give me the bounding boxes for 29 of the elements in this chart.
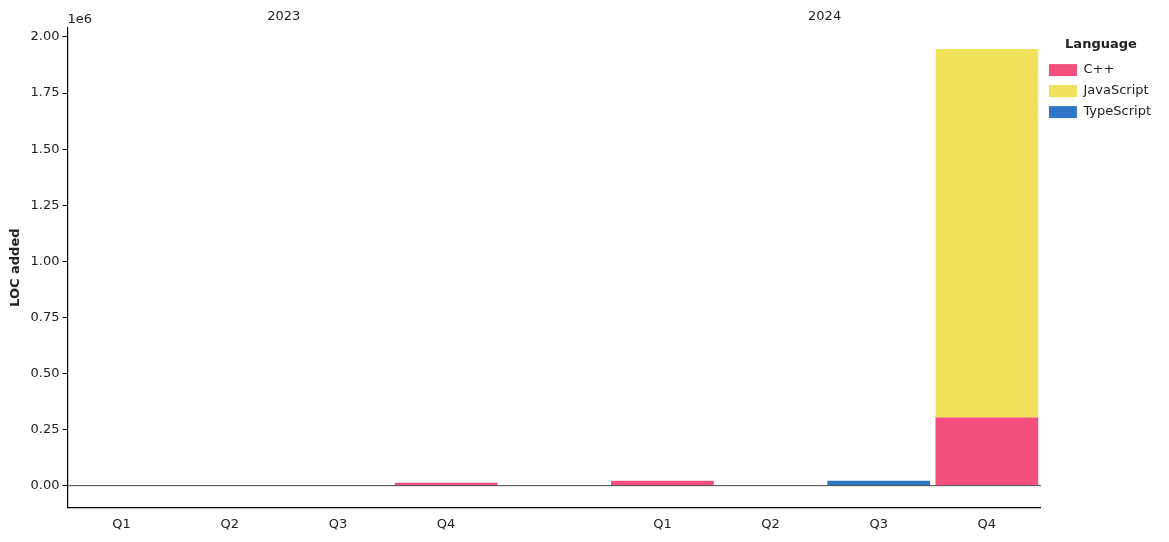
- bar: [935, 49, 1039, 418]
- x-tick-label: Q1: [653, 515, 672, 531]
- legend-label: TypeScript: [1082, 103, 1152, 119]
- legend-label: C++: [1083, 61, 1115, 77]
- text: 2023: [267, 7, 301, 23]
- y-tick-label: 1.25: [30, 196, 60, 212]
- legend-title: Language: [1065, 35, 1138, 51]
- x-tick-label: Q3: [869, 515, 888, 531]
- x-tick-label: Q1: [112, 515, 131, 531]
- y-tick-label: 0.25: [30, 420, 60, 436]
- bar: [827, 480, 931, 486]
- text: 1e6: [67, 10, 93, 26]
- text: 2024: [808, 7, 842, 23]
- y-tick-label: 2.00: [30, 28, 60, 44]
- y-tick-label: 0.50: [30, 364, 60, 380]
- y-tick-label: 1.00: [30, 252, 60, 268]
- x-tick-label: Q4: [436, 515, 456, 531]
- x-tick-label: Q3: [328, 515, 348, 531]
- y-tick-label: 1.50: [30, 140, 60, 156]
- y-tick-label: 0.75: [30, 308, 60, 324]
- y-tick-label: 1.75: [30, 84, 60, 100]
- y-tick-label: 0.00: [30, 477, 60, 493]
- x-tick-label: Q2: [761, 515, 780, 531]
- legend-label: JavaScript: [1082, 82, 1149, 98]
- y-axis-title: LOC added: [7, 228, 23, 307]
- bar: [935, 417, 1039, 486]
- x-tick-label: Q2: [220, 515, 240, 531]
- bar: [611, 480, 714, 486]
- x-tick-label: Q4: [977, 515, 997, 531]
